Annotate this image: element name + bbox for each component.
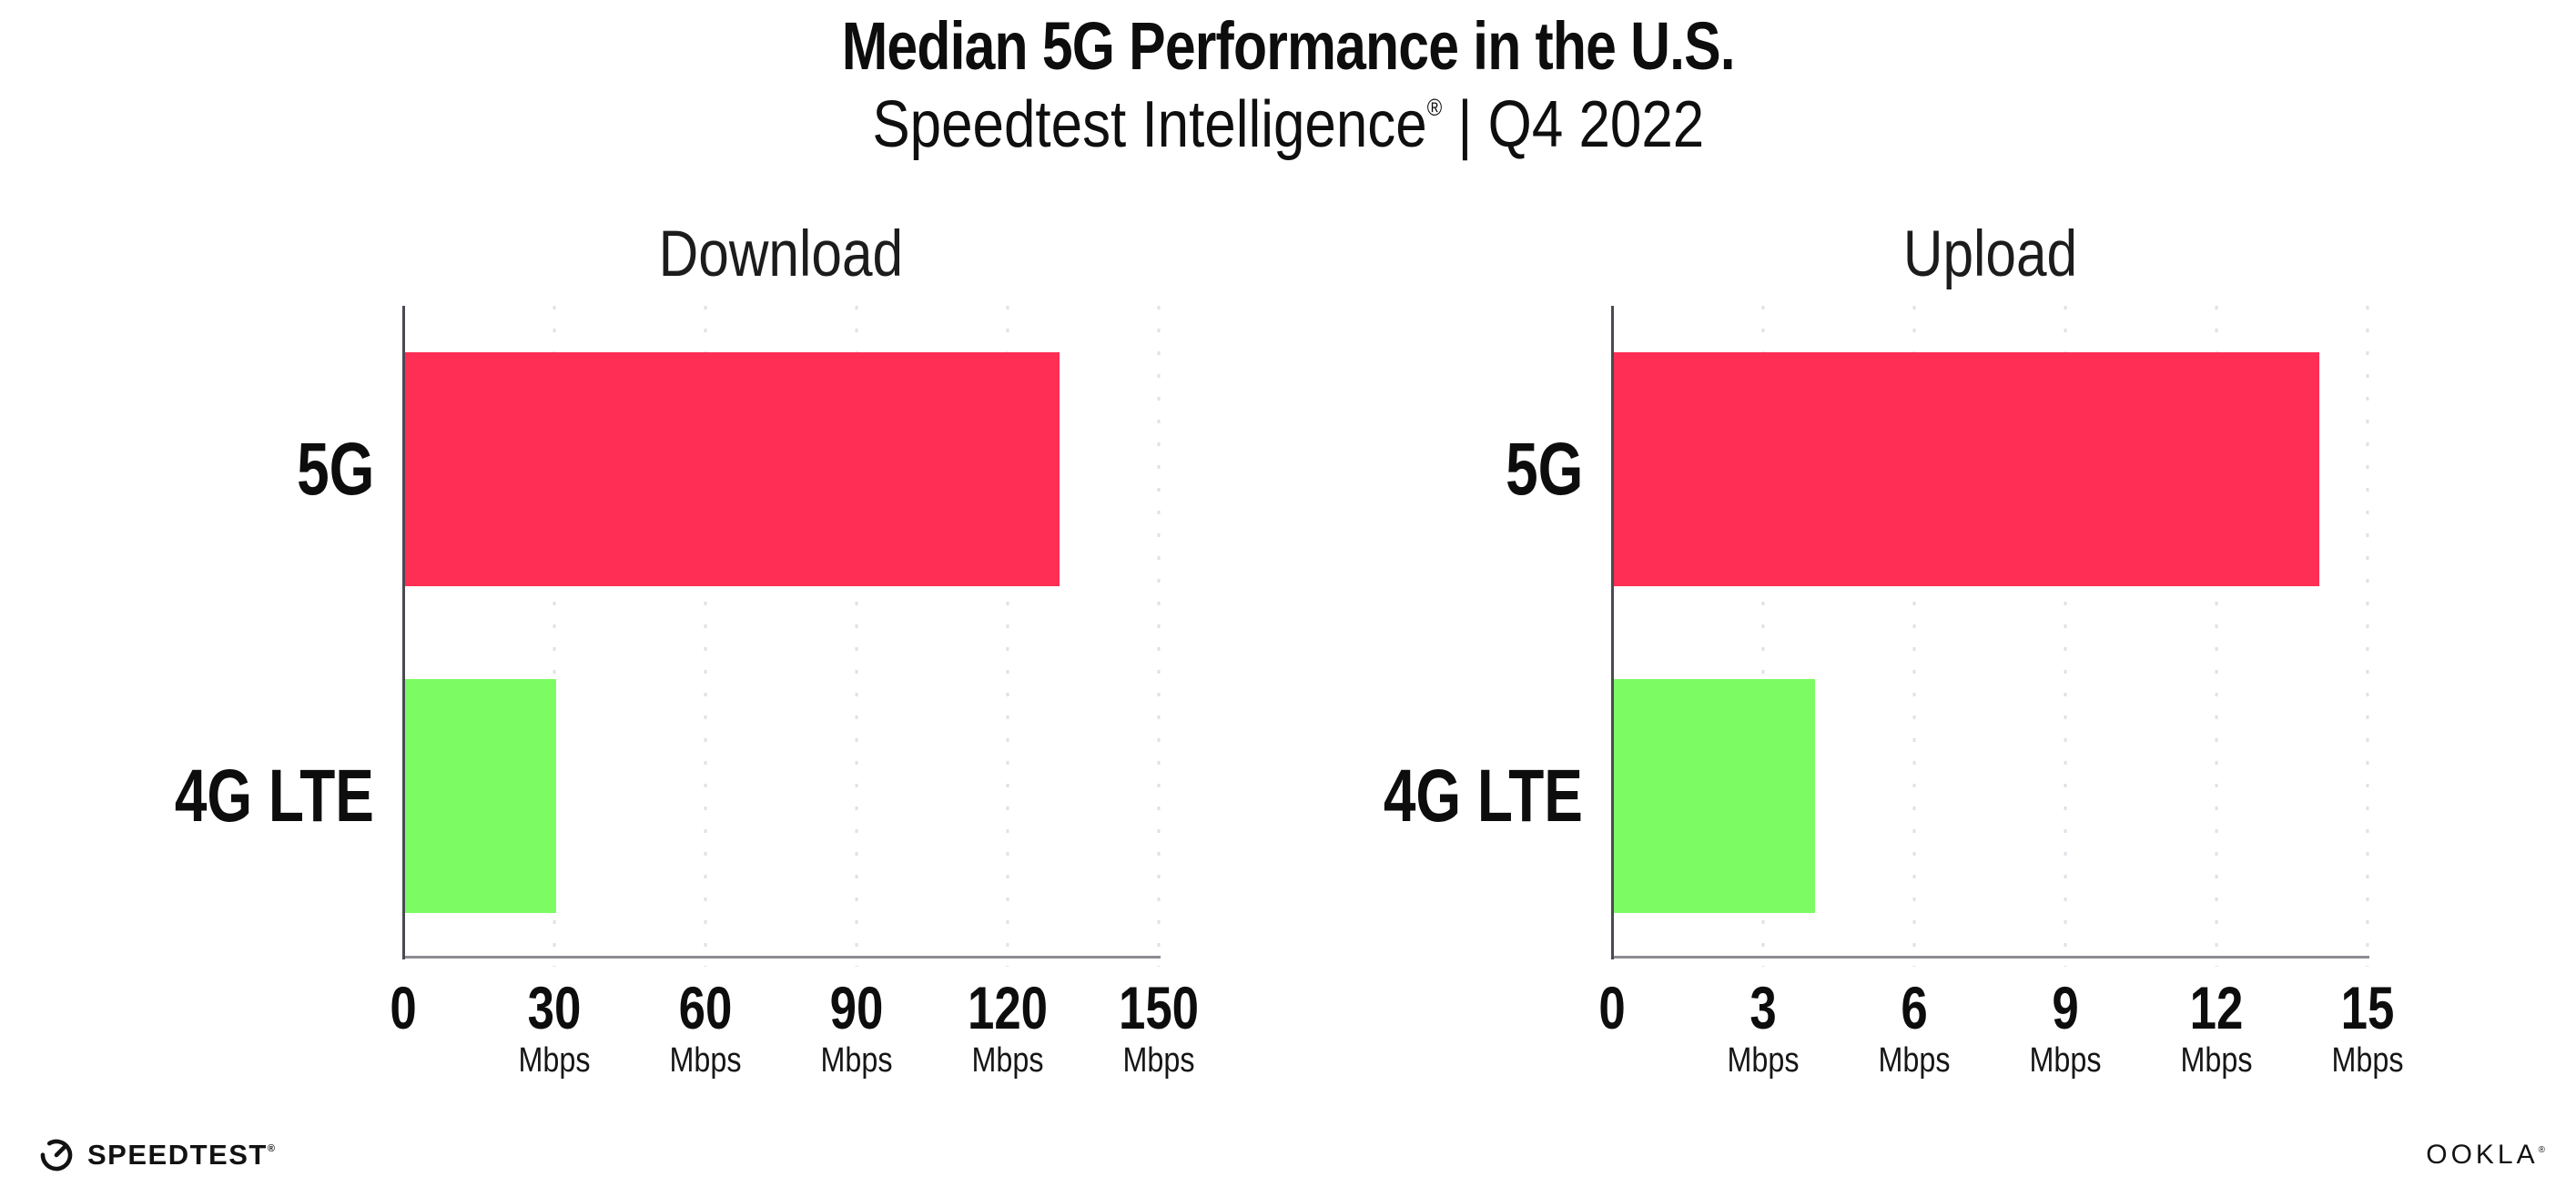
x-tick-value: 30 [527,974,582,1041]
registered-mark: ® [1426,94,1442,121]
x-tick-value: 60 [678,974,733,1041]
category-label-5g: 5G [1484,427,1583,511]
bar-5g-upload [1614,352,2319,586]
x-tick-label: 150 [1109,978,1209,1038]
x-axis-line [1611,956,2369,959]
chart-title-download-text: Download [658,218,904,290]
x-axis-line [402,956,1161,959]
ookla-logo: OOKLA® [2426,1141,2545,1169]
x-tick-label: 120 [958,978,1058,1038]
x-tick-label: 9 [2049,978,2083,1038]
x-tick-value: 120 [967,974,1049,1041]
speedtest-registered-mark: ® [267,1142,275,1154]
bar-4g-lte-download [405,679,556,913]
category-label-text: 5G [296,427,374,511]
gridline-3-mbps [1761,306,1765,967]
page-title: Median 5G Performance in the U.S. [0,11,2576,82]
x-tick-unit-text: Mbps [518,1041,591,1080]
speedtest-wordmark: SPEEDTEST® [87,1141,275,1169]
x-tick-value: 12 [2189,974,2244,1041]
chart-title-upload: Upload [1612,222,2368,287]
x-tick-unit: Mbps [815,1043,899,1078]
x-tick-value: 9 [2052,974,2079,1041]
x-tick-label: 3 [1747,978,1780,1038]
x-tick-label: 60 [672,978,738,1038]
x-tick-unit: Mbps [1721,1043,1806,1078]
gridline-120-mbps [1006,306,1009,967]
x-tick-unit: Mbps [1872,1043,1957,1078]
page-subtitle-text: Speedtest Intelligence® | Q4 2022 [872,88,1704,161]
x-tick-unit-text: Mbps [1122,1041,1195,1080]
x-tick-unit-text: Mbps [2180,1041,2253,1080]
gridline-30-mbps [553,306,556,967]
bar-5g-download [405,352,1060,586]
x-tick-unit: Mbps [2175,1043,2259,1078]
category-label-text: 4G LTE [174,754,374,837]
x-tick-label: 30 [521,978,587,1038]
x-tick-value: 3 [1749,974,1777,1041]
x-tick-value: 0 [1598,974,1626,1041]
x-tick-value: 150 [1118,974,1200,1041]
gridline-150-mbps [1157,306,1161,967]
category-label-5g: 5G [275,427,374,511]
x-tick-label: 6 [1898,978,1932,1038]
category-label-text: 4G LTE [1383,754,1583,837]
category-label-4g-lte: 4G LTE [118,754,374,837]
ookla-registered-mark: ® [2538,1145,2545,1155]
category-label-4g-lte: 4G LTE [1327,754,1583,837]
x-tick-value: 6 [1901,974,1928,1041]
x-tick-unit-text: Mbps [820,1041,893,1080]
page-title-text: Median 5G Performance in the U.S. [841,8,1735,84]
x-tick-unit: Mbps [2326,1043,2410,1078]
x-tick-unit-text: Mbps [2029,1041,2102,1080]
x-tick-unit: Mbps [664,1043,748,1078]
x-tick-unit-text: Mbps [1727,1041,1800,1080]
ookla-label: OOKLA [2426,1140,2539,1170]
x-tick-unit: Mbps [2023,1043,2108,1078]
chart-title-download: Download [403,222,1159,287]
gridline-60-mbps [704,306,707,967]
gridline-90-mbps [855,306,858,967]
gridline-9-mbps [2064,306,2067,967]
bar-4g-lte-upload [1614,679,1816,913]
chart-upload: Upload 0 3 Mbps 6 Mbps 9 Mbps 12 Mbps 15 Mbps 5G 4G … [1384,222,2404,1078]
x-tick-value: 0 [390,974,417,1041]
x-tick-label: 15 [2334,978,2400,1038]
y-axis-line [402,306,405,959]
x-tick-unit-text: Mbps [1878,1041,1951,1080]
x-tick-unit-text: Mbps [2331,1041,2404,1080]
x-tick-unit: Mbps [512,1043,597,1078]
x-tick-label: 90 [823,978,889,1038]
x-tick-unit: Mbps [1117,1043,1202,1078]
category-label-text: 5G [1505,427,1583,511]
x-tick-unit: Mbps [966,1043,1050,1078]
subtitle-brand: Speedtest Intelligence [872,88,1427,161]
x-tick-label: 12 [2183,978,2249,1038]
page-subtitle: Speedtest Intelligence® | Q4 2022 [0,88,2576,161]
gridline-15-mbps [2366,306,2369,967]
x-tick-unit-text: Mbps [971,1041,1044,1080]
x-tick-label: 0 [387,978,421,1038]
x-tick-unit-text: Mbps [669,1041,742,1080]
y-axis-line [1611,306,1614,959]
speedtest-label: SPEEDTEST [87,1138,268,1171]
x-tick-value: 90 [829,974,884,1041]
plot-area-download: 0 30 Mbps 60 Mbps 90 Mbps 120 Mbps 150 Mbps 5G 4G LT… [175,306,1199,1078]
speedtest-logo: SPEEDTEST® [38,1136,275,1172]
chart-title-upload-text: Upload [1902,218,2077,290]
gridline-12-mbps [2215,306,2218,967]
plot-area-upload: 0 3 Mbps 6 Mbps 9 Mbps 12 Mbps 15 Mbps 5G 4G LTE [1384,306,2403,1078]
x-tick-value: 15 [2340,974,2395,1041]
speedtest-gauge-icon [40,1139,73,1172]
chart-download: Download 0 30 Mbps 60 Mbps 90 Mbps 120 Mbps 150 Mb… [175,222,1199,1078]
x-tick-label: 0 [1596,978,1629,1038]
subtitle-period: | Q4 2022 [1441,88,1704,161]
gridline-6-mbps [1912,306,1916,967]
